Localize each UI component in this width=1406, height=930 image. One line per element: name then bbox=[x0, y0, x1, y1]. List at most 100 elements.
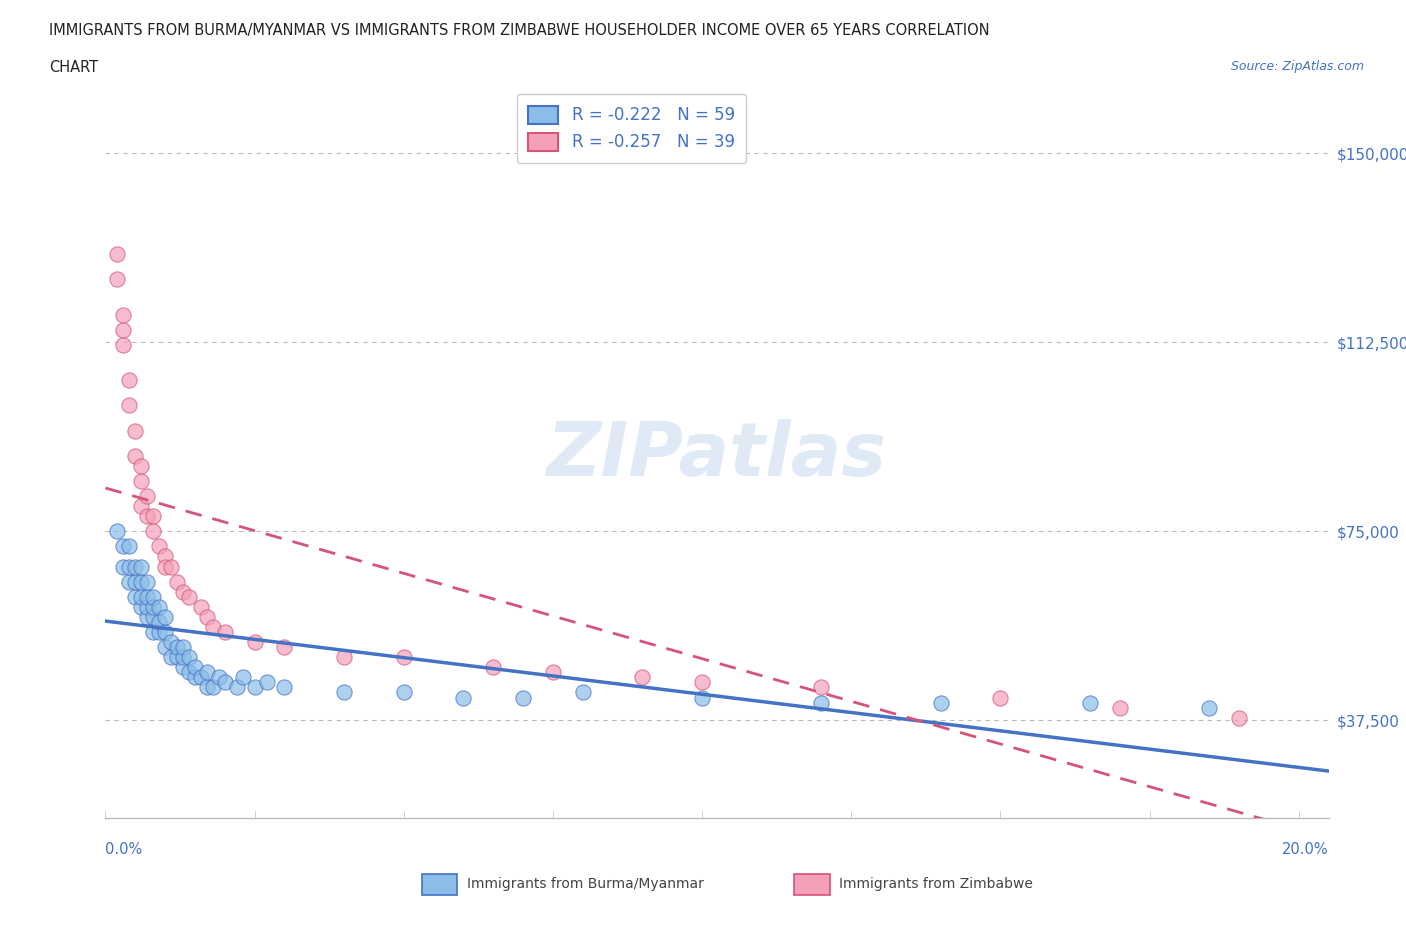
Point bbox=[333, 685, 356, 700]
Point bbox=[118, 574, 141, 589]
Point bbox=[195, 665, 218, 680]
Point bbox=[333, 650, 356, 665]
Point bbox=[190, 600, 212, 615]
Point bbox=[136, 488, 159, 503]
Point bbox=[142, 590, 165, 604]
Point bbox=[129, 590, 152, 604]
Point bbox=[112, 539, 135, 554]
Point bbox=[124, 590, 146, 604]
Point bbox=[1198, 700, 1220, 715]
Point bbox=[166, 650, 188, 665]
Point bbox=[124, 423, 146, 438]
Text: ZIPatlas: ZIPatlas bbox=[547, 419, 887, 492]
Point bbox=[153, 640, 176, 655]
Point bbox=[172, 660, 194, 675]
Point bbox=[142, 509, 165, 524]
Point bbox=[118, 398, 141, 413]
Point bbox=[208, 670, 231, 684]
Point bbox=[273, 640, 295, 655]
Point bbox=[153, 549, 176, 564]
Point bbox=[160, 650, 183, 665]
Point bbox=[243, 680, 266, 695]
Point bbox=[129, 473, 152, 488]
Point bbox=[148, 615, 170, 630]
Point bbox=[166, 574, 188, 589]
Point bbox=[631, 670, 654, 684]
Point bbox=[810, 680, 832, 695]
Point bbox=[482, 660, 505, 675]
Point bbox=[172, 640, 194, 655]
Point bbox=[136, 509, 159, 524]
Point bbox=[136, 574, 159, 589]
Point bbox=[142, 524, 165, 538]
Point bbox=[153, 609, 176, 624]
Point bbox=[153, 559, 176, 574]
Point bbox=[166, 640, 188, 655]
Point bbox=[112, 338, 135, 352]
Text: Source: ZipAtlas.com: Source: ZipAtlas.com bbox=[1230, 60, 1364, 73]
Point bbox=[256, 675, 278, 690]
Point bbox=[232, 670, 254, 684]
Text: 0.0%: 0.0% bbox=[105, 842, 142, 857]
Text: IMMIGRANTS FROM BURMA/MYANMAR VS IMMIGRANTS FROM ZIMBABWE HOUSEHOLDER INCOME OVE: IMMIGRANTS FROM BURMA/MYANMAR VS IMMIGRA… bbox=[49, 23, 990, 38]
Point bbox=[214, 675, 236, 690]
Point bbox=[172, 650, 194, 665]
Point bbox=[690, 675, 713, 690]
Point bbox=[392, 685, 415, 700]
Point bbox=[201, 680, 224, 695]
Point bbox=[195, 609, 218, 624]
Legend: R = -0.222   N = 59, R = -0.257   N = 39: R = -0.222 N = 59, R = -0.257 N = 39 bbox=[516, 94, 747, 163]
Point bbox=[129, 498, 152, 513]
Point bbox=[512, 690, 534, 705]
Point bbox=[118, 539, 141, 554]
Point bbox=[124, 448, 146, 463]
Point bbox=[273, 680, 295, 695]
Point bbox=[392, 650, 415, 665]
Point bbox=[153, 625, 176, 640]
Point bbox=[690, 690, 713, 705]
Point bbox=[243, 634, 266, 649]
Point bbox=[112, 323, 135, 338]
Point bbox=[541, 665, 564, 680]
Point bbox=[160, 559, 183, 574]
Point bbox=[129, 574, 152, 589]
Point bbox=[810, 695, 832, 710]
Point bbox=[124, 574, 146, 589]
Point bbox=[195, 680, 218, 695]
Point bbox=[225, 680, 247, 695]
Point bbox=[160, 634, 183, 649]
Point bbox=[1108, 700, 1130, 715]
Point bbox=[177, 590, 200, 604]
Text: Immigrants from Zimbabwe: Immigrants from Zimbabwe bbox=[839, 877, 1033, 892]
Point bbox=[1078, 695, 1101, 710]
Point bbox=[129, 600, 152, 615]
Point bbox=[118, 373, 141, 388]
Point bbox=[105, 272, 128, 286]
Point bbox=[124, 559, 146, 574]
Text: CHART: CHART bbox=[49, 60, 98, 75]
Point bbox=[118, 559, 141, 574]
Point bbox=[184, 670, 207, 684]
Point bbox=[190, 670, 212, 684]
Point bbox=[572, 685, 595, 700]
Point bbox=[105, 524, 128, 538]
Point bbox=[990, 690, 1012, 705]
Point bbox=[148, 625, 170, 640]
Point bbox=[129, 458, 152, 473]
Point bbox=[177, 665, 200, 680]
Point bbox=[214, 625, 236, 640]
Point bbox=[177, 650, 200, 665]
Point bbox=[929, 695, 952, 710]
Point bbox=[112, 559, 135, 574]
Point bbox=[129, 559, 152, 574]
Point bbox=[1227, 711, 1250, 725]
Point bbox=[142, 609, 165, 624]
Point bbox=[136, 609, 159, 624]
Point bbox=[142, 625, 165, 640]
Point bbox=[136, 590, 159, 604]
Point bbox=[201, 619, 224, 634]
Point bbox=[112, 307, 135, 322]
Text: Immigrants from Burma/Myanmar: Immigrants from Burma/Myanmar bbox=[467, 877, 703, 892]
Text: 20.0%: 20.0% bbox=[1282, 842, 1329, 857]
Point bbox=[136, 600, 159, 615]
